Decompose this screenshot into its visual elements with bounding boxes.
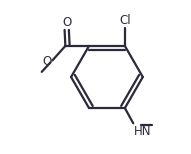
Text: Cl: Cl (119, 14, 131, 27)
Text: O: O (42, 55, 51, 68)
Text: O: O (62, 16, 71, 29)
Text: HN: HN (134, 125, 151, 138)
